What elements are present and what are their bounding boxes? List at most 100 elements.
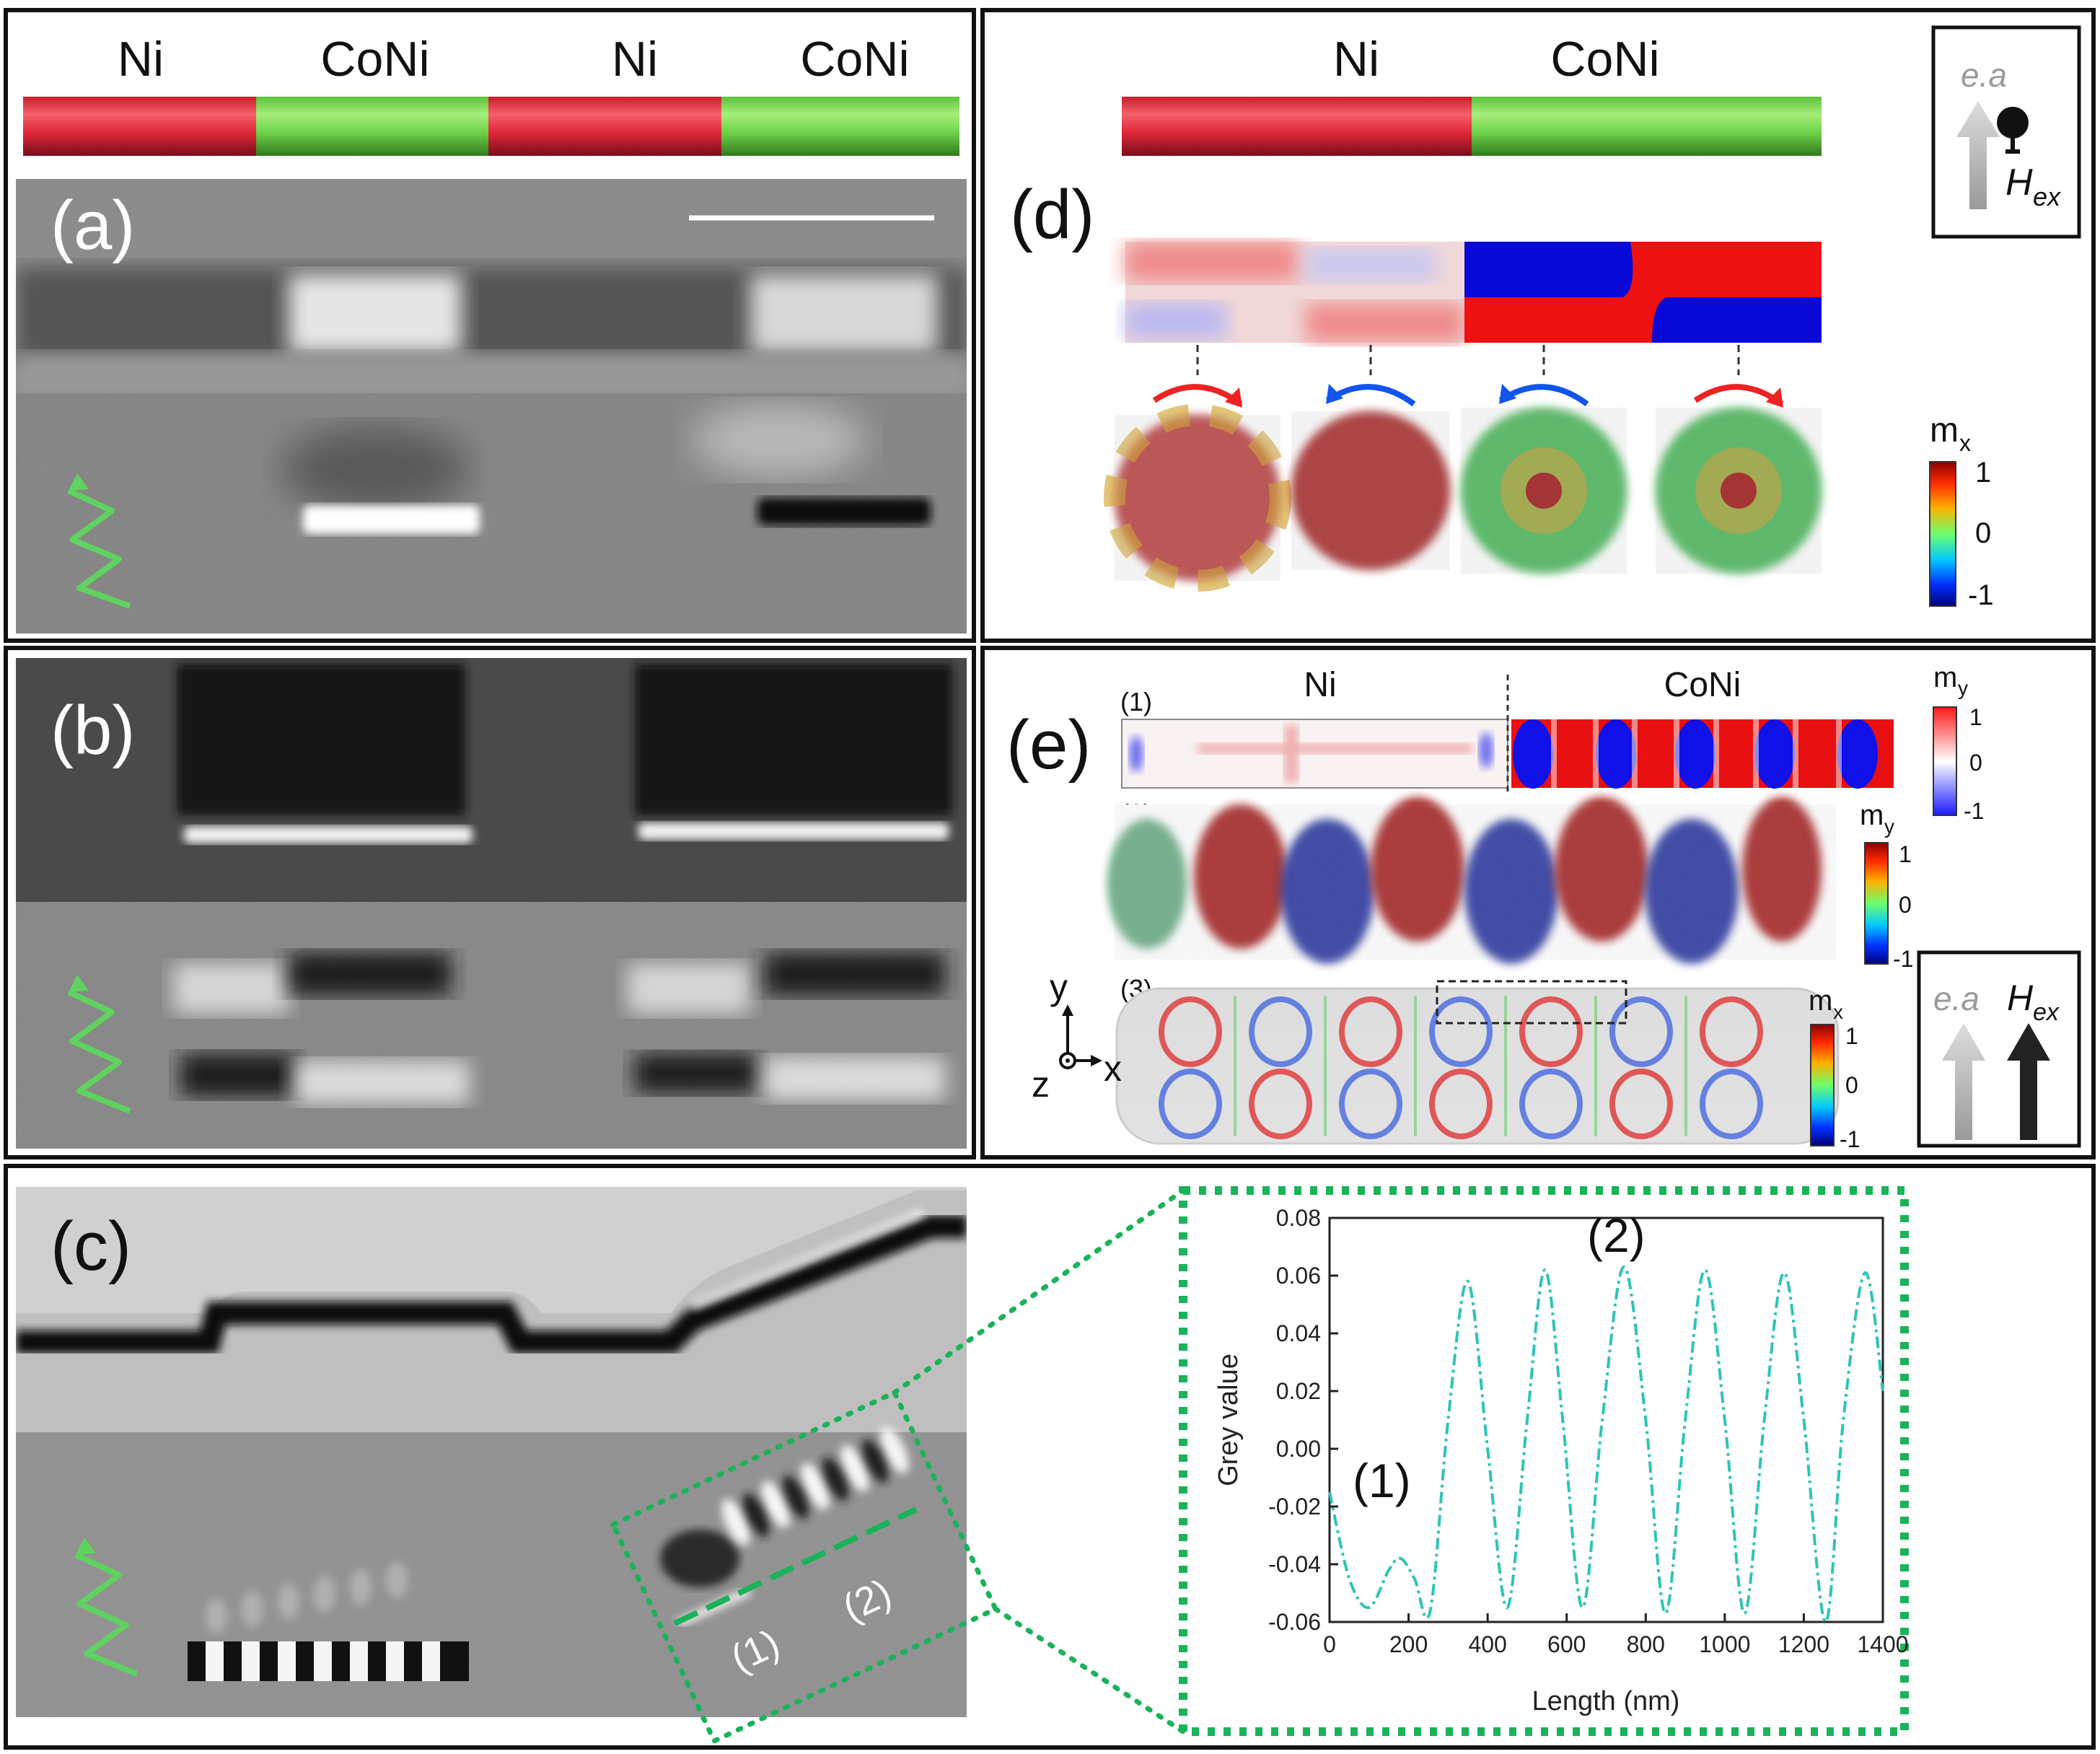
highlight-box [1436,980,1627,1025]
chart-xlabel: Length (nm) [1532,1686,1680,1716]
frame-panel-b [4,646,976,1159]
grey-value-chart: 0 200 400 600 800 1000 1200 1400 -0.06 -0.04 -0.02… [1179,1186,1909,1736]
y-tick-label: -0.04 [1268,1551,1321,1577]
colorbar-tick-1: 1 [1845,1023,1858,1049]
x-tick-label: 400 [1468,1631,1506,1657]
field-legend-e: e.a H ex [1917,950,2081,1148]
hex-label-main: H [2007,978,2034,1018]
y-tick-label: 0.08 [1276,1205,1321,1231]
hex-label-sub: ex [2033,182,2062,211]
easy-axis-label: e.a [1961,56,2007,94]
frame-panel-c [4,1164,2096,1750]
colorbar-tick-neg1: -1 [1968,579,1994,611]
colorbar-title-sub: x [1833,1001,1843,1023]
axes-triad: y z x [1032,967,1122,1105]
vortex-chain-row-3 [1115,980,1840,1145]
easy-axis-arrow-icon [1956,101,2000,209]
xray-wave-icon [74,1552,139,1677]
easy-axis-label: e.a [1933,980,1980,1017]
plot-frame [1328,1216,1884,1623]
colorbar-tick-0: 0 [1899,892,1912,918]
x-tick-label: 0 [1323,1631,1336,1657]
xmcd-image-c [16,1187,967,1717]
segment-label-ni-2: Ni [612,32,658,87]
colorbar-e2: m y 1 0 -1 [1860,799,1913,972]
colorbar-tick-0: 0 [1975,517,1991,549]
rotation-arrow-icons [1152,384,1784,408]
panel-e: (e) (1) Ni CoNi [1006,662,2081,1152]
segment-label-coni: CoNi [1664,666,1741,704]
x-tick-label: 1400 [1857,1631,1908,1657]
frame-panel-e [980,646,2096,1159]
colorbar-title-main: m [1933,662,1957,693]
colorbar-tick-1: 1 [1975,457,1991,488]
panel-d: Ni CoNi (d) [1010,25,2081,611]
colorbar-tick-neg1: -1 [1840,1126,1860,1152]
panel-c: (c) (1) (2) 0 200 400 600 800 1000 1200 1400 -0.… [16,1186,1909,1745]
row-label-1: (1) [1120,687,1152,716]
xmcd-image-a [16,179,967,633]
xmcd-image-b [16,658,967,1149]
colorbar-tick-0: 0 [1969,750,1982,776]
chart-ylabel: Grey value [1213,1354,1244,1486]
xray-wave-icon [67,488,131,609]
panel-a: Ni CoNi Ni CoNi (a) [16,32,967,633]
colorbar-title-main: m [1930,411,1959,450]
colorbar-gradient [1929,461,1956,607]
panel-label-b: (b) [50,692,135,769]
colorbar-title-sub: y [1958,677,1968,699]
axis-label-y: y [1050,967,1068,1007]
colorbar-title-sub: y [1884,815,1894,838]
nanowire-rod-a [23,97,959,156]
panel-b: (b) [16,658,967,1149]
field-arrow-icon [2007,1023,2050,1140]
chart-annotation-1: (1) [1353,1454,1411,1507]
field-legend-d: e.a H ex [1931,25,2081,239]
hex-label-sub: ex [2033,999,2060,1026]
easy-axis-arrow-icon [1942,1023,1985,1140]
segment-label-ni: Ni [1304,666,1336,704]
chart-zoom-frame [1179,1186,1909,1736]
colorbar-title-main: m [1860,799,1884,831]
hex-label-main: H [2005,162,2033,203]
domain-wall-pattern [188,1562,469,1681]
x-tick-label: 800 [1627,1631,1665,1657]
x-tick-label: 200 [1389,1631,1428,1657]
xray-wave-icon [67,989,131,1114]
tip-marker-icon [1997,107,2029,139]
segment-label-coni: CoNi [1550,32,1659,87]
x-tick-label: 1000 [1699,1631,1750,1657]
colorbar-tick-0: 0 [1845,1072,1858,1098]
spin-texture-row-2 [1107,797,1836,963]
chart-layer: 0 200 400 600 800 1000 1200 1400 -0.06 -0.04 -0.02… [1268,1205,1909,1657]
leader-lines [1196,345,1740,375]
panel-label-a: (a) [50,187,135,264]
frame-panel-d [980,8,2096,643]
chart-annotation-2: (2) [1587,1209,1646,1262]
panel-label-e: (e) [1006,706,1091,784]
y-tick-label: -0.06 [1268,1609,1321,1635]
colorbar-tick-1: 1 [1899,841,1912,867]
axis-label-z: z [1032,1064,1050,1105]
zoom-connector-lines [892,1188,1186,1735]
segment-label-coni-2: CoNi [800,32,909,87]
magnetization-map-d [1125,242,1822,343]
nanowire-rod-d [1122,97,1822,156]
colorbar-title-main: m [1809,985,1832,1017]
colorbar-tick-1: 1 [1969,704,1982,730]
my-map-row-1 [1121,675,1894,794]
axis-label-x: x [1104,1048,1122,1089]
segment-label-coni-1: CoNi [320,32,429,87]
segment-label-ni-1: Ni [118,32,164,87]
panel-label-d: (d) [1010,176,1094,253]
vortex-arrow-clusters [1104,404,1822,592]
colorbar-d: m x 1 0 -1 [1929,411,1994,611]
y-tick-label: 0.00 [1276,1436,1321,1462]
y-tick-label: 0.02 [1276,1378,1321,1404]
colorbar-title-sub: x [1959,430,1971,456]
y-tick-label: -0.02 [1268,1494,1321,1520]
colorbar-e1: m y 1 0 -1 [1933,662,1984,824]
segment-label-ni: Ni [1333,32,1379,87]
x-tick-label: 600 [1547,1631,1586,1657]
